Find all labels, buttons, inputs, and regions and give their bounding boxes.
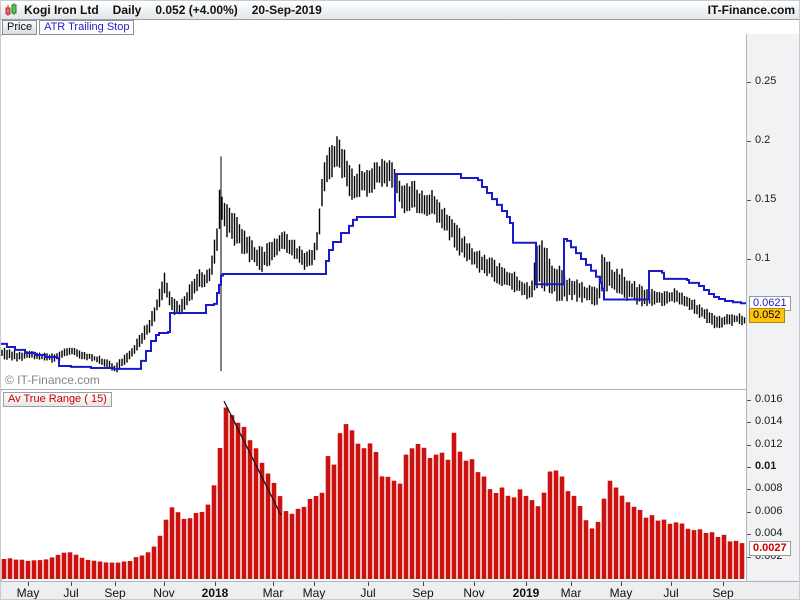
x-label-Nov: Nov xyxy=(463,586,485,600)
atr-indicator-label[interactable]: Av True Range ( 15) xyxy=(3,392,112,407)
atr-tick-0.006: 0.006 xyxy=(755,504,783,517)
price-chart-svg xyxy=(1,136,747,373)
price-chart-plot[interactable] xyxy=(1,36,747,389)
atr-tick-0.008: 0.008 xyxy=(755,482,783,495)
x-tick xyxy=(723,582,724,586)
tab-price[interactable]: Price xyxy=(2,20,38,35)
x-tick xyxy=(571,582,572,586)
x-tick xyxy=(215,582,216,586)
atr-tick-0.01-dash xyxy=(747,467,751,469)
atr-tick-0.006-dash xyxy=(747,511,751,513)
atr-tick-0.01: 0.01 xyxy=(755,460,777,473)
brand-label: IT-Finance.com xyxy=(707,3,795,17)
x-tick xyxy=(115,582,116,586)
atr-tick-0.012: 0.012 xyxy=(755,437,783,450)
price-axis[interactable]: 0.25 0.2 0.15 0.1 0.016 0.014 0.012 0.01 0.008 0.… xyxy=(746,34,799,581)
price-tick-0.2-dash xyxy=(747,141,751,142)
x-label-Mar: Mar xyxy=(560,586,582,600)
last-price-badge: 0.052 xyxy=(749,307,785,323)
atr-chart-plot[interactable] xyxy=(1,391,746,579)
atr-tick-0.002-dash xyxy=(747,556,751,558)
atr-chart-svg xyxy=(1,400,745,579)
atr-tick-0.014: 0.014 xyxy=(755,415,783,428)
time-axis[interactable]: May Jul Sep Nov 2018 Mar May Jul Sep Nov 2019 Mar Ma… xyxy=(1,581,799,600)
x-label-Sep: Sep xyxy=(104,586,126,600)
price-tick-0.1: 0.1 xyxy=(755,251,771,264)
timeframe-label: Daily xyxy=(112,3,142,17)
x-tick xyxy=(621,582,622,586)
price-tick-0.25-dash xyxy=(747,82,751,83)
x-label-May: May xyxy=(609,586,633,600)
tab-row: Price ATR Trailing Stop xyxy=(2,20,135,35)
atr-tick-0.014-dash xyxy=(747,422,751,424)
atr-value-badge: 0.0027 xyxy=(749,540,791,556)
price-tick-0.1-dash xyxy=(747,258,751,260)
watermark: © IT-Finance.com xyxy=(5,373,100,387)
atr-tick-0.008-dash xyxy=(747,489,751,491)
x-label-Sep: Sep xyxy=(412,586,434,600)
atr-tick-0.004-dash xyxy=(747,534,751,536)
panel-divider xyxy=(1,389,799,390)
x-tick xyxy=(273,582,274,586)
header: Kogi Iron Ltd Daily 0.052 (+4.00%) 20-Se… xyxy=(1,1,799,20)
last-quote: 0.052 (+4.00%) xyxy=(155,3,238,17)
x-tick xyxy=(28,582,29,586)
x-tick xyxy=(368,582,369,586)
price-tick-0.15: 0.15 xyxy=(755,192,777,205)
instrument-name: Kogi Iron Ltd xyxy=(24,3,99,17)
x-label-Jul: Jul xyxy=(63,586,79,600)
x-tick xyxy=(314,582,315,586)
tab-atr-trailing-stop[interactable]: ATR Trailing Stop xyxy=(39,20,135,35)
x-label-May: May xyxy=(16,586,40,600)
quote-date: 20-Sep-2019 xyxy=(251,3,322,17)
x-label-2019: 2019 xyxy=(512,586,540,600)
x-label-Jul: Jul xyxy=(360,586,376,600)
atr-tick-0.004: 0.004 xyxy=(755,527,783,540)
x-label-Jul: Jul xyxy=(663,586,679,600)
x-tick xyxy=(474,582,475,586)
price-tick-0.25: 0.25 xyxy=(755,75,777,87)
x-tick xyxy=(526,582,527,586)
x-label-Mar: Mar xyxy=(262,586,284,600)
x-label-May: May xyxy=(302,586,326,600)
x-tick xyxy=(671,582,672,586)
x-tick xyxy=(71,582,72,586)
price-tick-0.15-dash xyxy=(747,199,751,201)
atr-tick-0.012-dash xyxy=(747,444,751,446)
x-label-2018: 2018 xyxy=(201,586,229,600)
atr-tick-0.016-dash xyxy=(747,399,751,401)
x-label-Sep: Sep xyxy=(712,586,734,600)
x-label-Nov: Nov xyxy=(153,586,175,600)
price-tick-0.2: 0.2 xyxy=(755,134,771,146)
atr-tick-0.016: 0.016 xyxy=(755,392,783,405)
candlestick-icon xyxy=(4,3,19,17)
x-tick xyxy=(423,582,424,586)
x-tick xyxy=(164,582,165,586)
